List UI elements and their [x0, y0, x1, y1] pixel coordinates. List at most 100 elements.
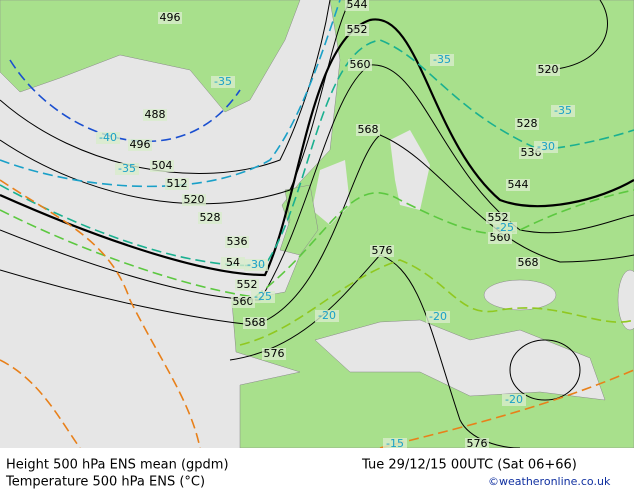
- label-background: [534, 141, 558, 153]
- label-background: [143, 109, 167, 121]
- label-background: [345, 0, 369, 11]
- height-label: 544: [508, 178, 529, 191]
- label-background: [465, 438, 489, 450]
- label-background: [493, 222, 517, 234]
- height-label: 488: [145, 108, 166, 121]
- height-label: 544: [347, 0, 368, 11]
- contour: [0, 134, 634, 326]
- contour: [229, 254, 521, 449]
- height-label: 496: [130, 138, 151, 151]
- isotherm: [0, 39, 634, 267]
- temperature-label: -35: [118, 162, 136, 175]
- label-background: [115, 163, 139, 175]
- label-background: [370, 245, 394, 257]
- label-background: [383, 438, 407, 450]
- height-label: 560: [490, 231, 511, 244]
- north-sea: [312, 160, 350, 225]
- temperature-label: -15: [386, 437, 404, 450]
- height-label: 54: [226, 256, 240, 269]
- label-background: [551, 105, 575, 117]
- temperature-label: -25: [254, 290, 272, 303]
- temperature-label: -40: [99, 131, 117, 144]
- footer: [0, 448, 634, 490]
- isotherm: [239, 259, 634, 346]
- label-background: [221, 257, 245, 269]
- height-label: 512: [167, 177, 188, 190]
- footer-text: Temperature 500 hPa ENS (°C): [5, 475, 205, 490]
- height-label: 568: [358, 123, 379, 136]
- height-label: 576: [467, 437, 488, 450]
- label-background: [231, 296, 255, 308]
- temperature-label: -30: [247, 258, 265, 271]
- label-background: [516, 257, 540, 269]
- temperature-label: -20: [429, 310, 447, 323]
- contour: [509, 339, 581, 401]
- height-label: 552: [237, 278, 258, 291]
- label-background: [345, 24, 369, 36]
- label-background: [235, 279, 259, 291]
- label-background: [243, 317, 267, 329]
- label-background: [150, 160, 174, 172]
- black-sea: [483, 279, 557, 311]
- height-label: 520: [538, 63, 559, 76]
- temperature-label: -35: [554, 104, 572, 117]
- height-label: 576: [264, 347, 285, 360]
- contour: [0, 64, 634, 301]
- label-background: [506, 179, 530, 191]
- footer-text: Height 500 hPa ENS mean (gpdm): [6, 458, 229, 473]
- height-label: 552: [488, 211, 509, 224]
- height-label: 528: [517, 117, 538, 130]
- label-background: [426, 311, 450, 323]
- height-label: 496: [160, 11, 181, 24]
- temperature-label: -20: [505, 393, 523, 406]
- label-background: [348, 59, 372, 71]
- isotherm: [0, 0, 341, 188]
- label-background: [502, 394, 526, 406]
- label-background: [262, 348, 286, 360]
- label-background: [128, 139, 152, 151]
- label-background: [536, 64, 560, 76]
- footer-text: ©weatheronline.co.uk: [488, 475, 611, 488]
- label-background: [165, 178, 189, 190]
- temperature-label: -35: [214, 75, 232, 88]
- label-background: [515, 118, 539, 130]
- label-background: [488, 232, 512, 244]
- height-label: 560: [233, 295, 254, 308]
- temperature-label: -30: [537, 140, 555, 153]
- label-background: [96, 132, 120, 144]
- temperature-label: -25: [496, 221, 514, 234]
- height-label: 568: [245, 316, 266, 329]
- mediterranean: [314, 319, 606, 401]
- caspian-sea: [617, 269, 634, 331]
- label-background: [211, 76, 235, 88]
- height-label: 536: [227, 235, 248, 248]
- height-label: 560: [350, 58, 371, 71]
- height-label: 552: [347, 23, 368, 36]
- label-background: [315, 310, 339, 322]
- height-label: 520: [184, 193, 205, 206]
- label-background: [182, 194, 206, 206]
- isotherm: [0, 359, 81, 449]
- label-background: [225, 236, 249, 248]
- label-background: [158, 12, 182, 24]
- label-background: [251, 291, 275, 303]
- label-background: [486, 212, 510, 224]
- label-background: [356, 124, 380, 136]
- footer-text: Tue 29/12/15 00UTC (Sat 06+66): [361, 458, 577, 473]
- label-background: [430, 54, 454, 66]
- height-label: 504: [152, 159, 173, 172]
- isotherm: [9, 59, 241, 143]
- isotherm: [0, 179, 201, 449]
- isotherm: [379, 369, 634, 449]
- height-label: 568: [518, 256, 539, 269]
- label-background: [198, 212, 222, 224]
- temperature-label: -20: [318, 309, 336, 322]
- temperature-label: -35: [433, 53, 451, 66]
- isotherm: [0, 189, 634, 298]
- label-background: [244, 259, 268, 271]
- baltic-sea: [390, 130, 430, 210]
- height-label: 576: [372, 244, 393, 257]
- height-label: 528: [200, 211, 221, 224]
